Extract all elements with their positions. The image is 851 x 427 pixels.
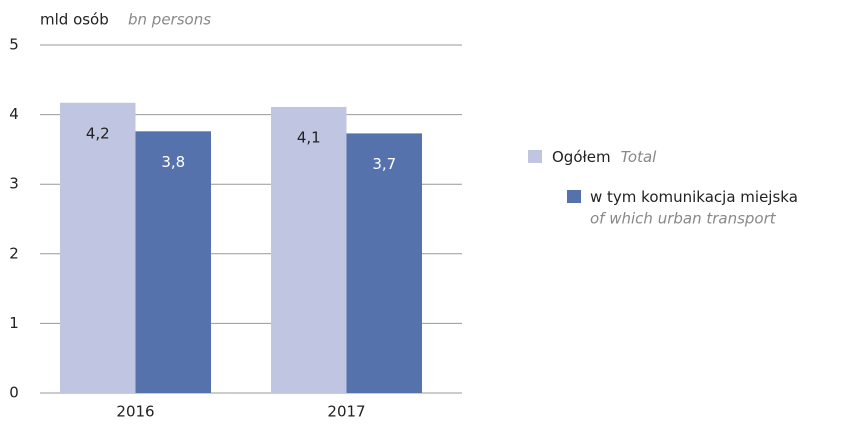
y-tick-label: 5 <box>9 36 19 54</box>
legend-name: Ogółem <box>552 148 611 166</box>
value-label: 3,7 <box>372 155 396 173</box>
y-tick-label: 2 <box>9 244 19 262</box>
x-tick-label: 2017 <box>327 403 365 421</box>
value-label: 3,8 <box>161 153 185 171</box>
bar <box>135 131 211 393</box>
legend-swatch <box>528 150 542 163</box>
bar <box>60 102 136 393</box>
y-tick-label: 1 <box>9 314 19 332</box>
y-tick-label: 0 <box>9 384 19 402</box>
legend-label-en: of which urban transport <box>590 210 777 228</box>
value-label: 4,1 <box>297 128 321 146</box>
bar <box>271 106 347 393</box>
x-tick-label: 2016 <box>116 403 154 421</box>
legend-name: w tym komunikacja miejska <box>590 188 798 206</box>
bar <box>346 133 422 393</box>
y-axis-label-en: bn persons <box>128 11 211 29</box>
y-tick-label: 4 <box>9 105 19 123</box>
legend-label: w tym komunikacja miejska <box>590 188 798 206</box>
value-label: 4,2 <box>86 124 110 142</box>
y-axis-label: mld osób <box>40 11 109 29</box>
y-tick-label: 3 <box>9 175 19 193</box>
legend-name-en: Total <box>621 148 658 166</box>
legend-swatch <box>567 190 581 203</box>
legend-label: Ogółem Total <box>552 148 657 166</box>
